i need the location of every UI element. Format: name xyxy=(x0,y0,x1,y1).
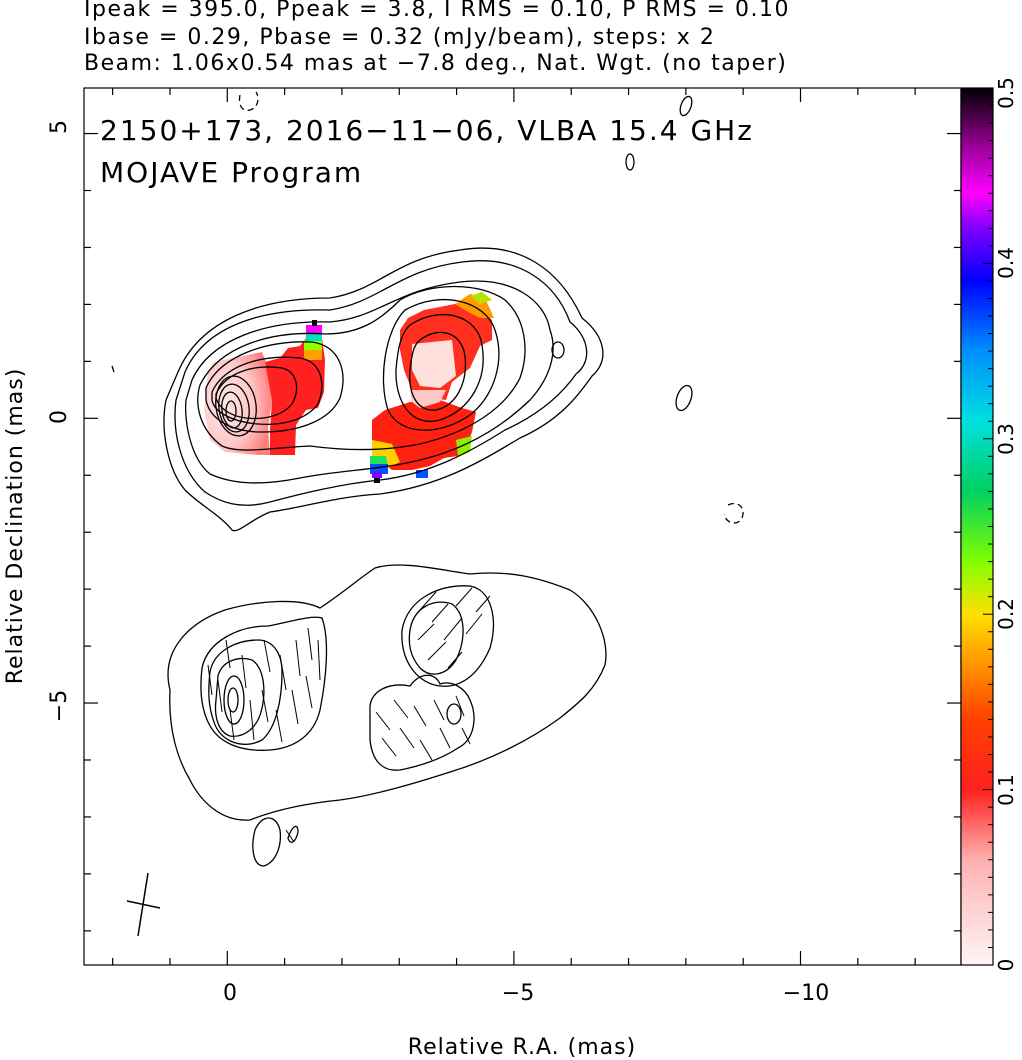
fractional-pol-patch-jet xyxy=(370,292,494,483)
colorbar xyxy=(960,87,994,966)
x-axis-label: Relative R.A. (mas) xyxy=(408,1035,636,1060)
colorbar-tick-label: 0.1 xyxy=(994,774,1018,806)
header-line-peak: Ipeak = 395.0, Ppeak = 3.8, I RMS = 0.10… xyxy=(84,0,790,22)
evpa-vectors xyxy=(207,587,491,843)
y-tick-label: 0 xyxy=(47,410,72,424)
beam-cross xyxy=(126,872,161,937)
x-tick-labels: 0 −5 −10 xyxy=(223,981,829,1006)
plot-frame xyxy=(83,87,962,966)
axis-ticks xyxy=(84,88,961,965)
colorbar-tick-label: 0.2 xyxy=(994,598,1018,630)
y-tick-label: −5 xyxy=(47,690,72,722)
polarized-intensity-contours xyxy=(167,564,607,867)
y-axis-label: Relative Declination (mas) xyxy=(3,368,28,685)
x-tick-label: 0 xyxy=(223,981,237,1006)
colorbar-ticks xyxy=(983,87,993,966)
colorbar-tick-labels: 0 0.1 0.2 0.3 0.4 0.5 xyxy=(994,77,1018,971)
colorbar-tick-label: 0.4 xyxy=(994,247,1018,279)
fractional-pol-patch-core xyxy=(204,320,325,455)
plot-subtitle: MOJAVE Program xyxy=(100,156,363,189)
colorbar-tick-label: 0.3 xyxy=(994,423,1018,455)
header-line-base: Ibase = 0.29, Pbase = 0.32 (mJy/beam), s… xyxy=(84,25,716,50)
y-tick-label: 5 xyxy=(47,120,72,134)
header-line-beam: Beam: 1.06x0.54 mas at −7.8 deg., Nat. W… xyxy=(84,51,788,76)
total-intensity-contours xyxy=(111,91,744,532)
y-tick-labels: 5 0 −5 xyxy=(47,120,72,722)
colorbar-tick-label: 0.5 xyxy=(994,77,1018,109)
plot-title: 2150+173, 2016−11−06, VLBA 15.4 GHz xyxy=(100,114,754,147)
colorbar-tick-label: 0 xyxy=(994,959,1018,972)
x-tick-label: −5 xyxy=(502,981,534,1006)
x-tick-label: −10 xyxy=(783,981,829,1006)
